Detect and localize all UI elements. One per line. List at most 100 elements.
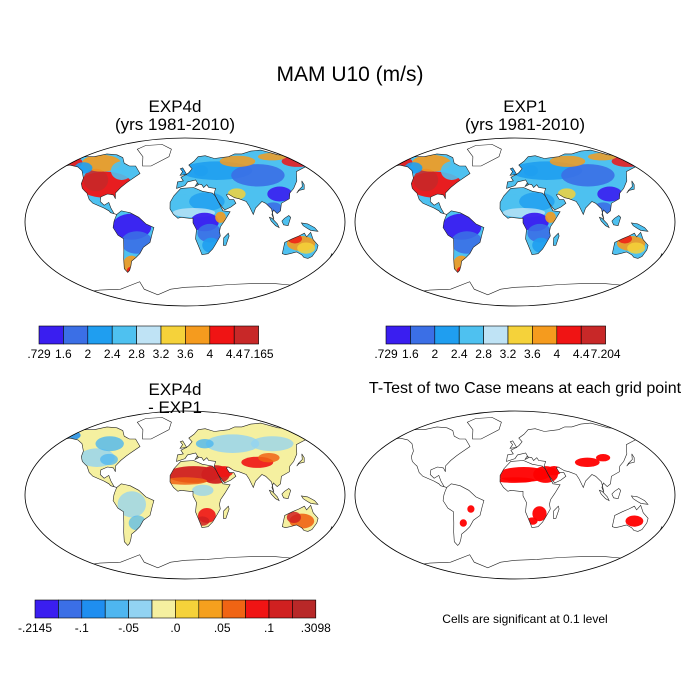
colorbar-swatch	[221, 599, 246, 619]
colorbar-label: 3.6	[524, 347, 541, 361]
map-border	[24, 410, 346, 580]
landmass-antarctica	[392, 554, 639, 579]
coastline-newGuinea	[300, 222, 319, 232]
colorbar-swatch	[104, 599, 129, 619]
colorbar-swatch	[151, 599, 176, 619]
wind-cell-7	[120, 231, 153, 254]
landmass-britain	[510, 440, 517, 449]
coastline-australia	[611, 231, 649, 259]
colorbar-label: 1.6	[55, 347, 72, 361]
colorbar-swatch	[38, 325, 64, 345]
colorbar-swatch	[87, 325, 113, 345]
diff-cell-9	[286, 511, 301, 523]
coastline-australia	[281, 504, 319, 532]
colorbar-label: 2.4	[451, 347, 468, 361]
wind-cell-28	[297, 242, 315, 254]
panel-title-exp4d: EXP4d	[148, 97, 202, 116]
colorbar-swatch	[136, 325, 162, 345]
significance-note: Cells are significant at 0.1 level	[442, 612, 608, 626]
colorbar-label: -.1	[75, 621, 89, 635]
diff-cell-19	[192, 484, 214, 496]
coastline-southAmerica	[112, 483, 155, 546]
coastline-southAmerica	[112, 210, 155, 273]
colorbar-label: 3.6	[177, 347, 194, 361]
colorbar-swatch	[160, 325, 186, 345]
landmass-sumatra	[599, 217, 610, 228]
landmass-antarctica	[62, 281, 309, 306]
wind-cell-24	[587, 153, 617, 161]
wind-cell-9	[126, 266, 136, 275]
wind-cell-4	[440, 161, 463, 180]
coastline-newGuinea	[630, 495, 649, 505]
landmass-greenland	[467, 417, 502, 439]
coastline-britain	[179, 167, 188, 176]
colorbar-label: 4	[553, 347, 560, 361]
coastline-sumatra	[268, 216, 280, 229]
landmass-greenland	[137, 144, 172, 166]
diff-cell-2	[215, 466, 234, 478]
wind-cell-16	[215, 211, 226, 223]
map-border	[354, 137, 676, 307]
colorbar-difference: -.2145 -.1 -.05 .0 .05 .1 .3098	[18, 599, 331, 635]
wind-cell-26	[193, 165, 208, 177]
colorbar-label: .729	[27, 347, 51, 361]
colorbar-swatch	[268, 599, 293, 619]
coastline-africa	[169, 187, 231, 256]
colorbar-label: 1.6	[402, 347, 419, 361]
colorbar-exp4d: .729 1.6 2 2.4 2.8 3.2 3.6 4 4.4 7.165	[27, 325, 274, 361]
coastline-eurasia	[176, 422, 322, 493]
diff-cell-13	[117, 491, 146, 518]
diff-cell-3	[162, 477, 208, 485]
wind-cell-1	[83, 168, 109, 192]
colorbar-swatch	[198, 599, 223, 619]
diff-cell-16	[250, 436, 294, 452]
colorbar-swatch	[175, 599, 200, 619]
colorbar-swatch	[410, 325, 436, 345]
coastline-britain	[509, 167, 518, 176]
coastline-japan	[626, 180, 635, 194]
diff-cell-12	[100, 453, 118, 466]
map-exp1	[388, 144, 666, 306]
landmass-borneo	[611, 488, 621, 499]
coastline-madagascar	[222, 232, 230, 246]
colorbar-label: 2.8	[475, 347, 492, 361]
colorbar-swatch	[507, 325, 533, 345]
colorbar-label: .729	[374, 347, 398, 361]
wind-cell-18	[231, 164, 285, 187]
sig-cell-7	[596, 454, 611, 462]
map-exp4d	[58, 144, 336, 306]
landmass-northAmerica	[388, 426, 470, 488]
colorbar-label: 2	[431, 347, 438, 361]
diff-cell-5	[195, 516, 210, 526]
colorbar-label: 7.204	[591, 347, 621, 361]
diff-cell-7	[258, 453, 280, 463]
map-difference	[58, 417, 336, 579]
coastline-newGuinea	[300, 495, 319, 505]
landmass-newGuinea	[631, 222, 648, 232]
coastline-japan	[296, 453, 305, 467]
coastline-sumatra	[598, 489, 610, 502]
wind-cell-5	[404, 162, 423, 174]
landmass-madagascar	[553, 233, 560, 246]
colorbar-label: 7.165	[244, 347, 274, 361]
wind-cell-28	[627, 242, 645, 254]
coastline-greenland	[136, 417, 172, 440]
landmass-antarctica	[62, 554, 309, 579]
coastline-northAmerica	[388, 426, 471, 488]
colorbar-label: .1	[264, 621, 274, 635]
landmass-madagascar	[223, 506, 230, 519]
wind-cell-20	[549, 155, 586, 167]
colorbar-swatch	[580, 325, 606, 345]
colorbar-swatch	[63, 325, 89, 345]
coastline-australia	[611, 504, 649, 532]
coastline-borneo	[611, 215, 622, 227]
panel-subtitle-exp4d: (yrs 1981-2010)	[114, 115, 235, 134]
wind-cell-26	[523, 165, 538, 177]
coastline-northAmerica	[58, 426, 141, 488]
coastline-madagascar	[552, 232, 560, 246]
sig-cell-9	[459, 519, 467, 527]
landmass-antarctica	[392, 281, 639, 306]
coastline-africa	[169, 460, 231, 529]
wind-cell-10	[494, 194, 527, 213]
